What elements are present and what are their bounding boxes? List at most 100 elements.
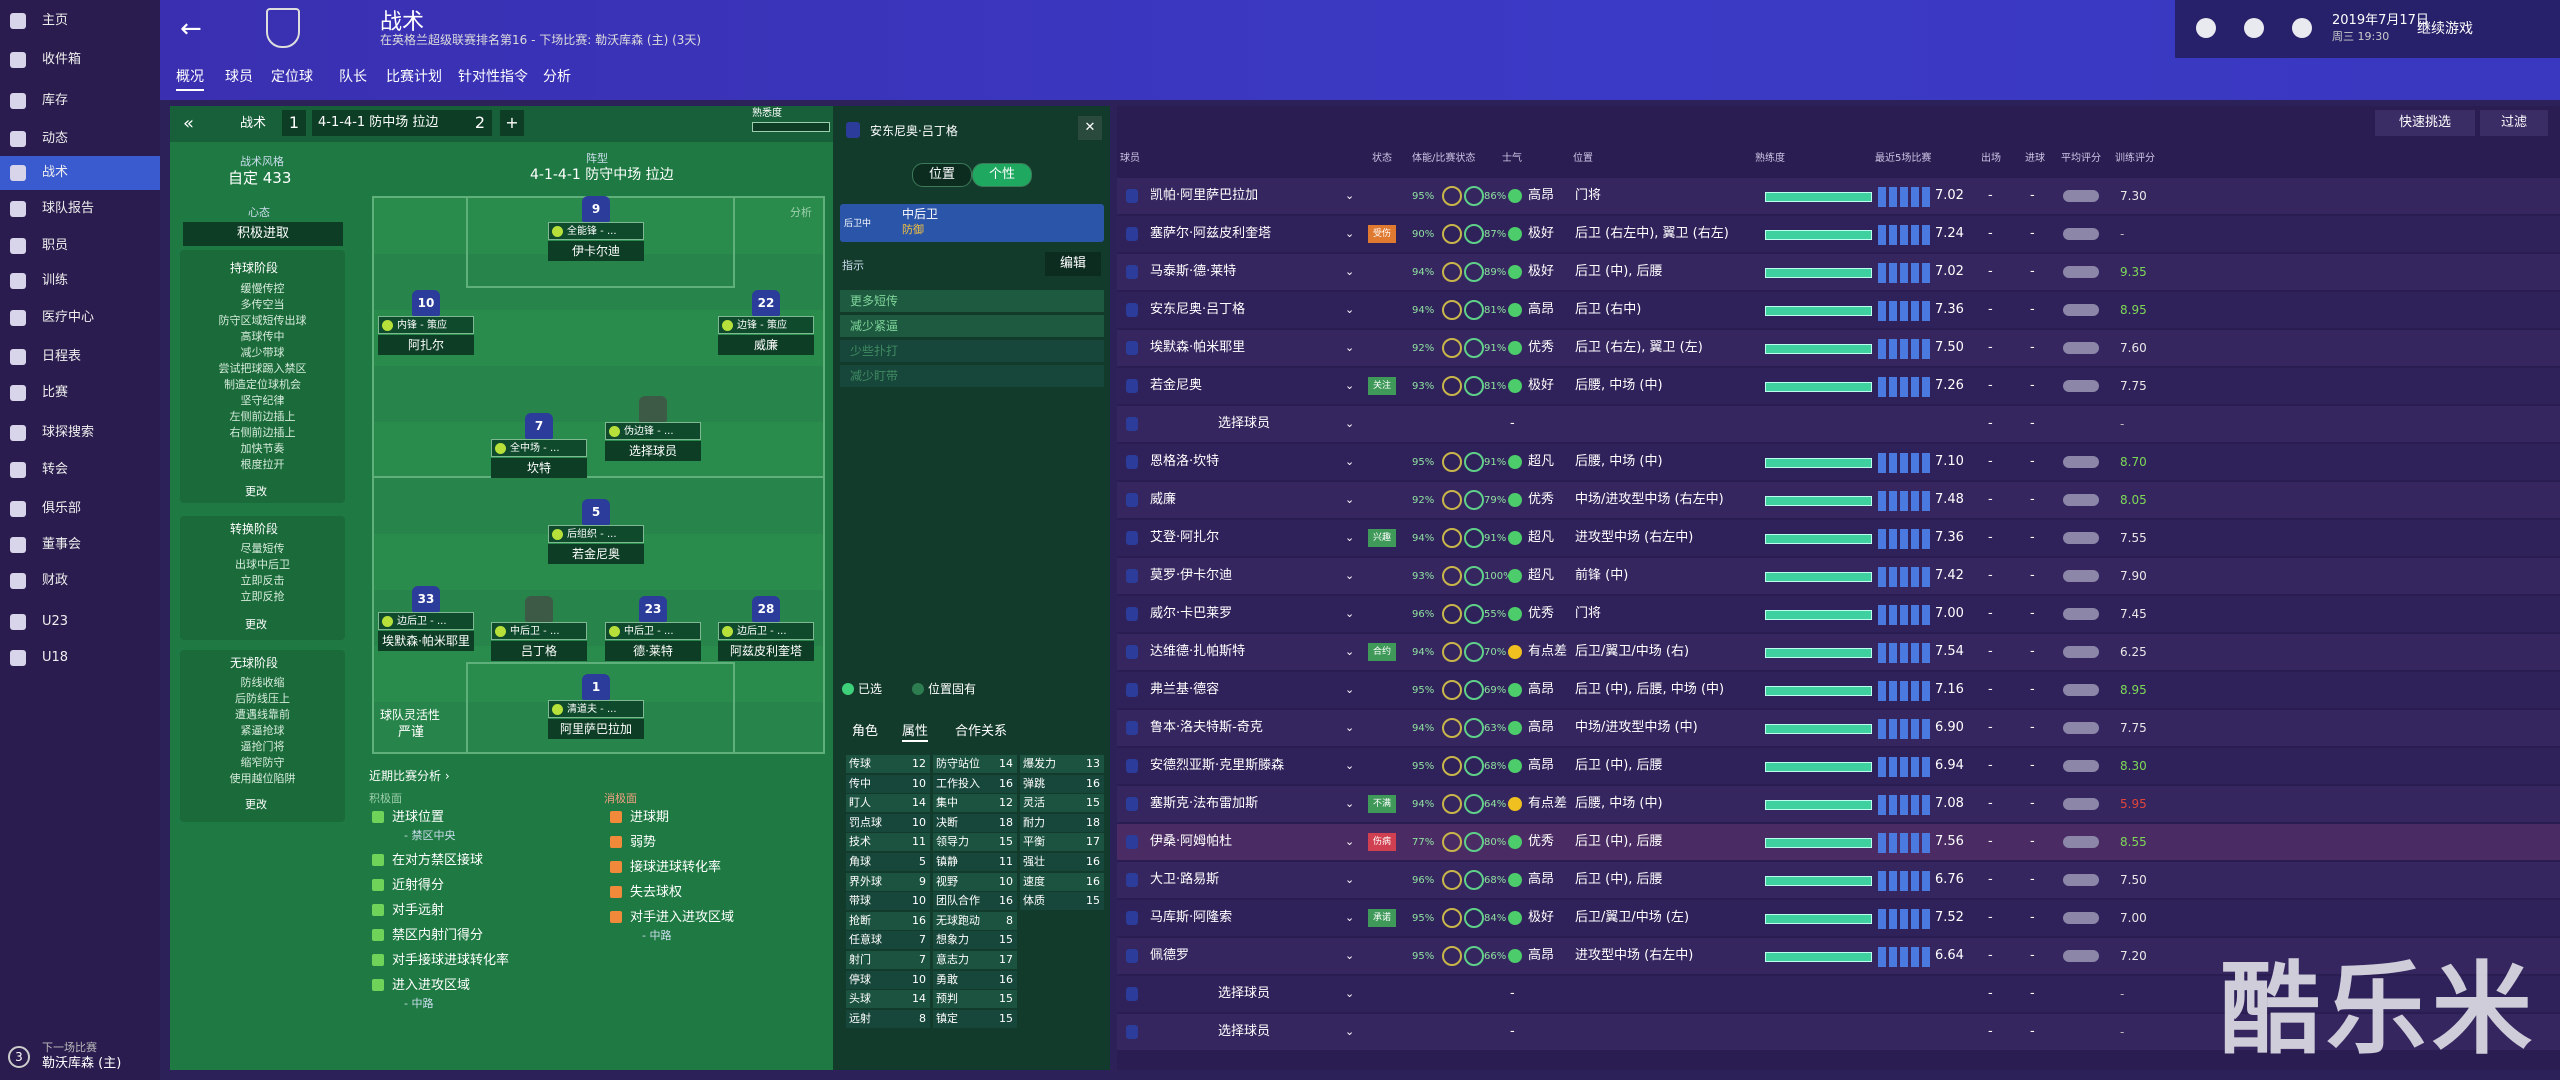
- shirt[interactable]: 28: [752, 596, 780, 622]
- column-header[interactable]: 进球: [2025, 153, 2045, 164]
- next-match[interactable]: 勒沃库森 (主): [42, 1056, 122, 1071]
- nav-item[interactable]: 比赛: [42, 385, 69, 400]
- column-header[interactable]: 球员: [1120, 153, 1140, 164]
- player-name[interactable]: 选择球员: [1218, 986, 1271, 1001]
- nav-item[interactable]: 医疗中心: [42, 310, 95, 325]
- role-box[interactable]: 全中场 - ...: [491, 439, 587, 457]
- analysis-link[interactable]: 分析: [790, 206, 812, 219]
- player-name[interactable]: 伊卡尔迪: [548, 241, 644, 261]
- tab[interactable]: 球员: [225, 69, 253, 85]
- player-name[interactable]: 佩德罗: [1150, 948, 1190, 963]
- nav-item[interactable]: 俱乐部: [42, 501, 82, 516]
- table-row[interactable]: [1117, 976, 2560, 1012]
- shirt[interactable]: 1: [582, 674, 610, 700]
- role-box[interactable]: 内锋 - 策应: [378, 316, 474, 334]
- player-name[interactable]: 塞萨尔·阿兹皮利奎塔: [1150, 226, 1272, 241]
- formation-select[interactable]: 4-1-4-1 防中场 拉边: [312, 110, 468, 136]
- column-header[interactable]: 状态: [1372, 153, 1392, 164]
- player-name[interactable]: 凯帕·阿里萨巴拉加: [1150, 188, 1259, 203]
- role-box[interactable]: 边后卫 - ...: [378, 612, 474, 630]
- player-name[interactable]: 埃默森·帕米耶里: [1150, 340, 1246, 355]
- slot1[interactable]: 1: [282, 110, 306, 136]
- role-box[interactable]: 边锋 - 策应: [718, 316, 814, 334]
- filter[interactable]: 过滤: [2480, 110, 2548, 136]
- player-name[interactable]: 威廉: [718, 335, 814, 355]
- player-name[interactable]: 吕丁格: [491, 641, 587, 661]
- player-name[interactable]: 选择球员: [605, 441, 701, 461]
- player-name[interactable]: 威廉: [1150, 492, 1177, 507]
- player-name[interactable]: 选择球员: [1218, 1024, 1271, 1039]
- player-name[interactable]: 阿扎尔: [378, 335, 474, 355]
- change-button[interactable]: 更改: [245, 618, 267, 631]
- change-button[interactable]: 更改: [245, 485, 267, 498]
- player-name[interactable]: 艾登·阿扎尔: [1150, 530, 1220, 545]
- tab-active[interactable]: 概况: [176, 69, 204, 91]
- pp-name[interactable]: 安东尼奥·吕丁格: [870, 124, 958, 138]
- shirt[interactable]: 9: [582, 196, 610, 222]
- player-name[interactable]: 弗兰基·德容: [1150, 682, 1220, 697]
- pp-toggle[interactable]: 个性: [972, 163, 1032, 187]
- shirt[interactable]: 10: [412, 290, 440, 316]
- header-icon[interactable]: [2244, 18, 2264, 38]
- column-header[interactable]: 训练评分: [2115, 153, 2155, 164]
- player-name[interactable]: 莫罗·伊卡尔迪: [1150, 568, 1233, 583]
- role-box[interactable]: 清道夫 - ...: [548, 700, 644, 718]
- player-name[interactable]: 恩格洛·坎特: [1150, 454, 1220, 469]
- shirt[interactable]: 23: [639, 596, 667, 622]
- column-header[interactable]: 位置: [1573, 153, 1593, 164]
- shirt[interactable]: [639, 396, 667, 422]
- player-name[interactable]: 安德烈亚斯·克里斯滕森: [1150, 758, 1285, 773]
- table-row[interactable]: [1117, 406, 2560, 442]
- role-box[interactable]: 边后卫 - ...: [718, 622, 814, 640]
- add[interactable]: +: [500, 110, 524, 136]
- slot2[interactable]: 2: [468, 110, 492, 136]
- player-name[interactable]: 鲁本·洛夫特斯-奇克: [1150, 720, 1263, 735]
- nav-item[interactable]: 财政: [42, 573, 69, 588]
- player-name[interactable]: 坎特: [491, 458, 587, 478]
- player-name[interactable]: 阿兹皮利奎塔: [718, 641, 814, 661]
- pp-edit[interactable]: 编辑: [1045, 252, 1101, 276]
- player-name[interactable]: 威尔·卡巴莱罗: [1150, 606, 1233, 621]
- nav-item[interactable]: U23: [42, 614, 69, 629]
- column-header[interactable]: 出场: [1981, 153, 2001, 164]
- role-box[interactable]: 伪边锋 - ...: [605, 422, 701, 440]
- shirt[interactable]: 7: [525, 413, 553, 439]
- player-name[interactable]: 阿里萨巴拉加: [548, 719, 644, 739]
- player-name[interactable]: 德·莱特: [605, 641, 701, 661]
- tab[interactable]: 队长: [339, 69, 367, 85]
- player-name[interactable]: 安东尼奥·吕丁格: [1150, 302, 1246, 317]
- nav-item[interactable]: 球探搜索: [42, 425, 95, 440]
- mentality-select[interactable]: 积极进取: [183, 222, 343, 246]
- player-name[interactable]: 选择球员: [1218, 416, 1271, 431]
- player-name[interactable]: 伊桑·阿姆帕杜: [1150, 834, 1233, 849]
- nav-item[interactable]: 主页: [42, 13, 69, 28]
- tab[interactable]: 分析: [543, 69, 571, 85]
- pp-role-box[interactable]: [840, 204, 1104, 242]
- style-value[interactable]: 自定 433: [228, 169, 292, 187]
- subtab[interactable]: 合作关系: [955, 724, 1008, 739]
- column-header[interactable]: 士气: [1502, 153, 1522, 164]
- player-name[interactable]: 马泰斯·德·莱特: [1150, 264, 1237, 279]
- nav-item[interactable]: 库存: [42, 93, 69, 108]
- player-name[interactable]: 若金尼奥: [548, 544, 644, 564]
- analysis-title[interactable]: 近期比赛分析 ›: [369, 769, 450, 783]
- role-box[interactable]: 中后卫 - ...: [605, 622, 701, 640]
- nav-item[interactable]: 日程表: [42, 349, 82, 364]
- nav-item[interactable]: 训练: [42, 273, 69, 288]
- header-icon[interactable]: [2292, 18, 2312, 38]
- table-row[interactable]: [1117, 1014, 2560, 1050]
- shirt[interactable]: 22: [752, 290, 780, 316]
- nav-item[interactable]: 收件箱: [42, 52, 82, 67]
- column-header[interactable]: 体能/比赛状态: [1412, 153, 1476, 164]
- player-name[interactable]: 大卫·路易斯: [1150, 872, 1220, 887]
- nav-item[interactable]: U18: [42, 650, 69, 665]
- subtab[interactable]: 属性: [902, 724, 929, 742]
- shirt[interactable]: 33: [412, 586, 440, 612]
- shirt[interactable]: [525, 596, 553, 622]
- quick-pick[interactable]: 快速挑选: [2375, 110, 2475, 136]
- pp-close[interactable]: ✕: [1078, 116, 1102, 140]
- column-header[interactable]: 最近5场比赛: [1875, 153, 1932, 164]
- nav-item[interactable]: 动态: [42, 131, 69, 146]
- column-header[interactable]: 平均评分: [2061, 153, 2101, 164]
- subtab[interactable]: 角色: [852, 724, 879, 739]
